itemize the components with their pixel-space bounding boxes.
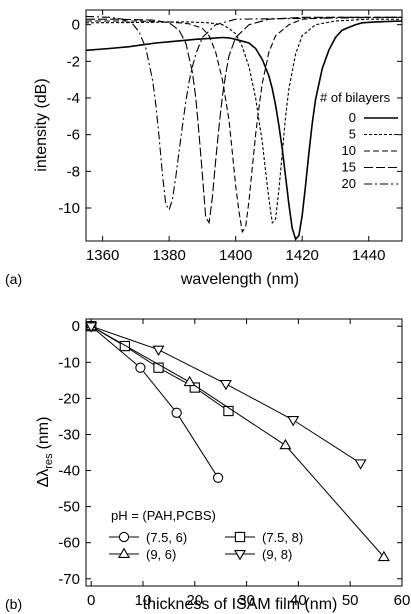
panel-b-legend-marker-triangle-down (233, 549, 247, 561)
panel-a-series-line-5 (85, 18, 402, 224)
panel-a-ytick-label: 0 (72, 17, 80, 34)
panel-b-ytick-label: -40 (58, 463, 80, 480)
panel-b-xtick-label: 20 (186, 592, 203, 609)
panel-b-plot-frame (85, 318, 403, 587)
panel-b-xtick-label: 10 (135, 592, 152, 609)
panel-a-legend-title: # of bilayers (320, 90, 391, 105)
panel-b-legend-title: pH = (PAH,PCBS) (111, 508, 216, 523)
panel-a-ylabel: intensity (dB) (33, 78, 50, 171)
panel-b-legend: pH = (PAH,PCBS) (7.5, 6) (7.5, 8) (9, 6) (9… (109, 508, 303, 562)
panel-a-legend-label: 5 (349, 127, 356, 142)
panel-b-data-point-triangle-up (279, 438, 292, 450)
panel-a-ytick-label: -10 (58, 200, 80, 217)
panel-b-data-point-triangle-down (152, 345, 165, 357)
panel-a-series-line-20 (85, 15, 403, 212)
panel-a-legend-label: 0 (349, 110, 356, 125)
panel-b-data-point-circle (135, 362, 146, 373)
panel-a-ytick-label: -2 (67, 53, 80, 70)
panel-b-data-point-circle (212, 472, 224, 483)
panel-b-data-point-square (119, 340, 131, 352)
panel-b-legend-label: (9, 6) (146, 547, 176, 562)
panel-b-xlabel: thickness of ISAM film (nm) (143, 596, 338, 613)
panel-b-ylabel: Δλres (nm) (35, 417, 55, 488)
panel-b-ytick-label: -50 (58, 499, 80, 516)
panel-a-legend-label: 20 (342, 176, 356, 191)
panel-b-legend-marker-triangle-up (117, 547, 131, 559)
panel-b-data-point-circle (171, 407, 182, 418)
panel-b-data-point-square (189, 382, 200, 393)
panel-b-xtick-label: 0 (87, 592, 95, 609)
panel-a-xtick-label: 1420 (286, 247, 319, 264)
panel-b-legend-label: (7.5, 8) (262, 530, 303, 545)
panel-a-ytick-label: -6 (67, 127, 80, 144)
panel-a-plot-frame (85, 9, 403, 242)
panel-a-xtick-label: 1380 (152, 247, 185, 264)
panel-a-series-line-10 (86, 16, 402, 234)
panel-b-ytick-label: -20 (58, 390, 80, 407)
panel-b-ylabel-main: Δλ (35, 469, 52, 488)
panel-b-ytick-label: -10 (58, 354, 80, 371)
panel-b-legend-marker-circle (118, 531, 130, 543)
panel-b-series-line-3 (91, 325, 361, 464)
panel-a-ticks: 1360 1380 1400 1420 1440 0 -2 -4 -6 -8 -10 (58, 10, 402, 264)
panel-a-xtick-label: 1440 (352, 247, 385, 264)
panel-b-ytick-label: -60 (58, 535, 80, 552)
panel-b-data-point-triangle-up (377, 550, 390, 562)
panel-b-xtick-label: 30 (238, 592, 255, 609)
panel-b-xtick-label: 40 (290, 592, 307, 609)
panel-a-legend-label: 10 (342, 143, 356, 158)
panel-b-data-point-triangle-down (85, 322, 98, 333)
panel-b-legend-marker-square (234, 531, 246, 543)
panel-a-xtick-label: 1400 (219, 247, 252, 264)
panel-b-data-point-triangle-down (219, 379, 232, 391)
panel-a-series (85, 15, 403, 241)
panel-b-ytick-label: 0 (72, 318, 80, 335)
panel-a: 1360 1380 1400 1420 1440 0 -2 -4 -6 -8 -10 # of bi… (5, 9, 403, 288)
panel-a-ytick-label: -4 (67, 90, 80, 107)
panel-b-ylabel-subscript: res (43, 453, 55, 469)
panel-b-data-point-square (153, 362, 164, 373)
panel-b-ytick-label: -70 (58, 571, 80, 588)
panel-b-xtick-label: 60 (394, 592, 411, 609)
panel-a-label: (a) (5, 271, 22, 287)
panel-b-legend-label: (7.5, 6) (146, 530, 187, 545)
panel-b-data-point-triangle-down (354, 459, 367, 470)
panel-b-legend-label: (9, 8) (262, 547, 292, 562)
panel-a-series-line-0 (85, 20, 403, 241)
panel-b-data-point-triangle-up (183, 375, 196, 387)
panel-b-series-line-2 (90, 325, 385, 558)
panel-b-series-line-0 (90, 325, 219, 479)
panel-b: 0 10 20 30 40 50 60 0 -10 -20 -30 -40 -50 -60 -70 pH =… (5, 318, 410, 613)
panel-a-series-line-15 (86, 16, 402, 225)
panel-b-series (85, 319, 390, 562)
panel-b-data-point-triangle-down (287, 416, 300, 427)
panel-a-xlabel: wavelength (nm) (180, 271, 299, 288)
panel-b-ylabel-unit: (nm) (35, 417, 52, 450)
panel-a-ytick-label: -8 (67, 163, 80, 180)
panel-a-legend-label: 15 (342, 160, 356, 175)
panel-b-label: (b) (5, 596, 22, 612)
panel-a-xtick-label: 1360 (86, 247, 119, 264)
panel-b-ticks: 0 10 20 30 40 50 60 0 -10 -20 -30 -40 -50 -60 -70 (58, 318, 410, 609)
panel-b-ytick-label: -30 (58, 426, 80, 443)
panel-b-xtick-label: 50 (342, 592, 359, 609)
